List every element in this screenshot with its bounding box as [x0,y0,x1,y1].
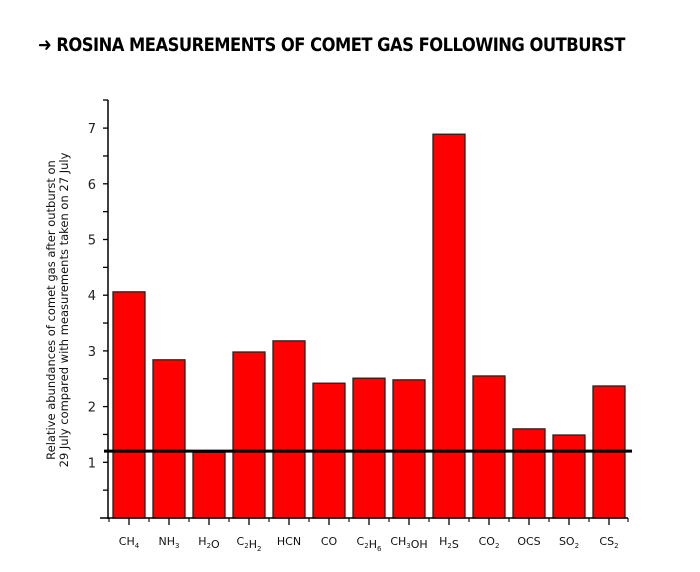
y-tick-label: 7 [88,122,96,137]
y-tick-label: 5 [88,234,96,249]
arrow-icon: ➜ [38,34,52,56]
bar-co2 [472,375,506,519]
x-tick-label-cs2: CS2 [599,535,618,550]
bar-hcn [272,340,306,519]
bar-nh3 [152,359,186,519]
x-tick-label-so2: SO2 [559,535,579,550]
x-tick-label-hcn: HCN [277,535,301,548]
y-tick-label: 4 [88,289,96,304]
y-tick-label: 3 [88,345,96,360]
x-tick-label-ocs: OCS [517,535,540,548]
y-tick-label: 2 [88,401,96,416]
bar-h2o [192,451,226,519]
y-tick-label: 1 [88,456,96,471]
bar-c2h6 [352,377,386,519]
x-tick-label-co: CO [321,535,338,548]
svg-text:Relative abundances of comet g: Relative abundances of comet gas after o… [44,160,58,460]
x-tick-label-h2s: H2S [439,535,459,551]
x-tick-label-c2h6: C2H6 [357,535,382,553]
x-tick-label-ch3oh: CH3OH [390,535,427,551]
bar-ch4 [112,291,146,519]
x-tick-label-co2: CO2 [479,535,500,550]
svg-text:29 July compared with measurem: 29 July compared with measurements taken… [57,152,71,467]
y-axis-label: Relative abundances of comet gas after o… [44,152,71,467]
chart-title: ➜ ROSINA MEASUREMENTS OF COMET GAS FOLLOW… [38,34,625,56]
bar-so2 [552,434,586,519]
y-tick-label: 6 [88,178,96,193]
x-tick-label-h2o: H2O [198,535,220,551]
bar-c2h2 [232,351,266,519]
bar-ch3oh [392,379,426,519]
bar-h2s [432,133,466,519]
x-tick-label-c2h2: C2H2 [237,535,262,553]
bar-ocs [512,428,546,519]
chart-title-text: ROSINA MEASUREMENTS OF COMET GAS FOLLOWI… [56,34,625,56]
x-tick-label-nh3: NH3 [159,535,180,550]
x-tick-label-ch4: CH4 [119,535,140,550]
